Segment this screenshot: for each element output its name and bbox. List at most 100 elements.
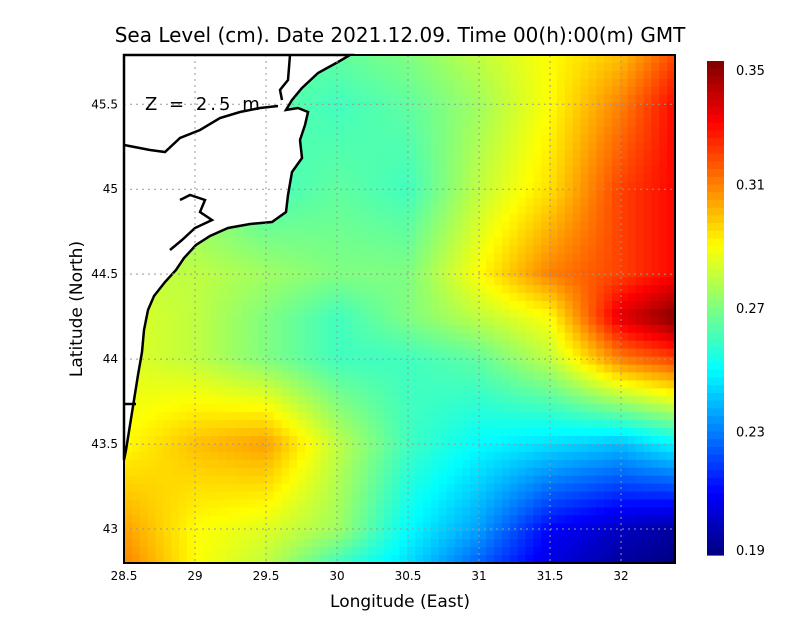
heatmap-cell [612, 555, 621, 564]
heatmap-cell [234, 293, 243, 302]
heatmap-cell [320, 126, 330, 135]
heatmap-cell [360, 340, 369, 350]
heatmap-cell [281, 428, 290, 437]
heatmap-cell [391, 205, 401, 215]
heatmap-cell [289, 467, 298, 477]
heatmap-cell [391, 507, 401, 516]
heatmap-cell [588, 182, 597, 191]
heatmap-cell [430, 523, 440, 532]
heatmap-cell [368, 150, 377, 159]
heatmap-cell [604, 142, 613, 151]
heatmap-cell [368, 55, 377, 64]
heatmap-cell [454, 285, 464, 294]
heatmap-cell [604, 174, 613, 183]
heatmap-cell [509, 316, 519, 326]
heatmap-cell [289, 539, 298, 548]
heatmap-cell [297, 348, 306, 358]
heatmap-cell [305, 340, 314, 350]
heatmap-cell [328, 142, 338, 151]
heatmap-cell [423, 102, 432, 112]
heatmap-cell [525, 269, 534, 278]
heatmap-cell [493, 166, 503, 175]
heatmap-cell [517, 229, 527, 239]
heatmap-cell [328, 189, 338, 199]
heatmap-cell [572, 483, 582, 493]
heatmap-cell [478, 110, 487, 120]
heatmap-cell [438, 507, 448, 516]
heatmap-cell [438, 86, 448, 96]
heatmap-cell [659, 229, 668, 239]
heatmap-cell [163, 332, 172, 342]
heatmap-cell [202, 515, 212, 524]
heatmap-cell [375, 285, 385, 294]
heatmap-cell [643, 404, 652, 413]
heatmap-cell [612, 78, 621, 88]
heatmap-cell [226, 372, 235, 382]
heatmap-cell [470, 555, 479, 564]
heatmap-cell [454, 142, 464, 151]
heatmap-cell [399, 110, 408, 120]
heatmap-cell [462, 499, 471, 509]
heatmap-cell [360, 459, 369, 469]
heatmap-cell [659, 189, 668, 199]
heatmap-cell [124, 531, 133, 540]
heatmap-cell [139, 356, 149, 366]
heatmap-cell [446, 189, 456, 199]
heatmap-cell [604, 396, 613, 405]
heatmap-cell [478, 309, 487, 318]
heatmap-cell [643, 436, 652, 445]
heatmap-cell [501, 539, 511, 548]
heatmap-cell [273, 301, 283, 310]
heatmap-cell [368, 499, 377, 509]
heatmap-cell [407, 197, 416, 207]
heatmap-cell [525, 118, 534, 128]
heatmap-cell [493, 420, 503, 429]
heatmap-cell [525, 531, 534, 540]
heatmap-cell [242, 451, 251, 461]
heatmap-cell [596, 293, 605, 302]
heatmap-cell [305, 182, 314, 191]
heatmap-cell [281, 356, 290, 366]
heatmap-cell [651, 459, 660, 469]
heatmap-cell [667, 523, 676, 532]
heatmap-cell [619, 499, 629, 509]
heatmap-cell [438, 197, 448, 207]
heatmap-cell [305, 372, 314, 382]
heatmap-cell [470, 332, 479, 342]
heatmap-cell [242, 229, 251, 239]
heatmap-cell [541, 261, 550, 270]
heatmap-cell [407, 269, 416, 278]
heatmap-cell [336, 388, 345, 397]
heatmap-cell [564, 404, 574, 413]
heatmap-cell [470, 253, 479, 262]
heatmap-cell [430, 531, 440, 540]
heatmap-cell [383, 412, 393, 421]
heatmap-cell [242, 309, 251, 318]
heatmap-cell [131, 436, 141, 445]
heatmap-cell [407, 293, 416, 302]
heatmap-cell [604, 158, 613, 167]
heatmap-cell [667, 62, 676, 72]
heatmap-cell [257, 467, 267, 477]
heatmap-cell [265, 221, 275, 231]
heatmap-cell [234, 380, 243, 389]
heatmap-cell [604, 372, 613, 382]
heatmap-cell [171, 380, 180, 389]
heatmap-cell [635, 475, 645, 485]
heatmap-cell [297, 443, 306, 453]
heatmap-cell [549, 467, 558, 477]
heatmap-cell [368, 555, 377, 564]
heatmap-cell [627, 332, 637, 342]
heatmap-cell [549, 499, 558, 509]
heatmap-cell [336, 253, 345, 262]
heatmap-cell [265, 372, 275, 382]
heatmap-cell [501, 507, 511, 516]
heatmap-cell [564, 316, 574, 326]
heatmap-cell [446, 412, 456, 421]
heatmap-cell [242, 277, 251, 286]
heatmap-cell [446, 388, 456, 397]
heatmap-cell [438, 205, 448, 215]
heatmap-cell [580, 451, 590, 461]
heatmap-cell [383, 443, 393, 453]
heatmap-cell [501, 150, 511, 159]
